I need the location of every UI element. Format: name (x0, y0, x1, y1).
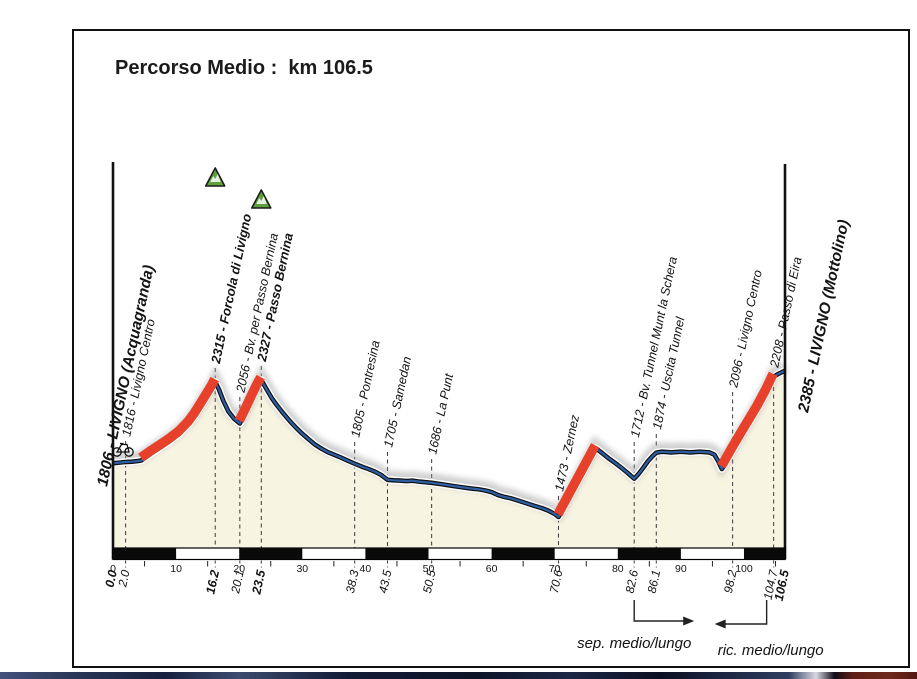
waypoint-label: 1686 - La Punt (425, 372, 456, 456)
km-bar (112, 547, 786, 561)
axis-tick-label: 70 (549, 563, 561, 575)
climb-segment (717, 371, 778, 469)
annotation-label: ric. medio/lungo (718, 642, 824, 659)
km-value-label: 86.1 (645, 569, 664, 595)
chart-frame (72, 29, 910, 668)
arrow-head (683, 616, 695, 626)
axis-tick-label: 10 (170, 563, 182, 575)
axis-tick-label: 30 (296, 563, 308, 575)
km-bar-black-segment (743, 548, 785, 560)
axis-tick-label: 40 (360, 563, 372, 575)
axis-tick-label: 100 (735, 563, 753, 575)
annotation-arrow (714, 600, 768, 629)
km-value-label: 98.2 (721, 568, 740, 594)
km-value-label: 23.5 (249, 568, 268, 597)
axis-tick-label: 90 (675, 563, 687, 575)
waypoint-label: 1705 - Samedan (381, 355, 414, 448)
bicycle-icon (112, 442, 134, 457)
axis-tick-label: 20 (233, 563, 245, 575)
chart-title: Percorso Medio : km 106.5 (115, 57, 373, 79)
km-value-label: 106.5 (772, 568, 792, 603)
finish-label: 2385 - LIVIGNO (Mottolino) (795, 218, 853, 415)
annotation-label: sep. medio/lungo (577, 635, 691, 652)
km-value-label: 2.0 (115, 568, 132, 589)
km-value-label: 0.0 (103, 569, 120, 589)
axis-tick-label: 0 (110, 563, 116, 575)
axis-tick-label: 80 (612, 563, 624, 575)
photo-strip-decoration (0, 672, 917, 679)
mountain-triangle (204, 167, 226, 187)
km-bar-black-segment (365, 548, 429, 560)
waypoint-label: 2096 - Livigno Centro (726, 269, 765, 390)
mountain-triangle (250, 189, 272, 209)
km-value-label: 104.7 (761, 567, 781, 601)
axis-tick-label: 60 (486, 563, 498, 575)
km-value-label: 70.6 (547, 568, 566, 594)
mountain-snow-detail (210, 174, 221, 182)
km-value-label: 50.5 (420, 568, 439, 594)
arrow-line (633, 600, 687, 622)
km-bar-black-segment (239, 548, 303, 560)
axis-tick-label: 50 (423, 563, 435, 575)
km-value-label: 82.6 (623, 568, 642, 594)
profile-line (112, 369, 786, 519)
km-bar-black-segment (617, 548, 681, 560)
climb-segment (553, 443, 600, 517)
mountain-snow-detail (256, 196, 267, 204)
km-value-label: 20.1 (228, 569, 247, 596)
km-bar-black-segment (491, 548, 555, 560)
bike-frame (115, 443, 130, 453)
annotation-arrow (633, 600, 695, 626)
km-value-label: 38.3 (343, 568, 362, 594)
km-value-label: 43.5 (376, 568, 395, 594)
km-value-label: 16.2 (203, 569, 222, 596)
arrow-head (714, 619, 726, 629)
climb-segment (235, 374, 265, 423)
km-bar-black-segment (113, 548, 177, 560)
climb-segment (138, 376, 219, 462)
waypoint-label: 1805 - Pontresina (348, 339, 382, 438)
mountain-icon (250, 189, 272, 209)
mountain-icon (204, 167, 226, 187)
arrow-line (722, 600, 768, 625)
